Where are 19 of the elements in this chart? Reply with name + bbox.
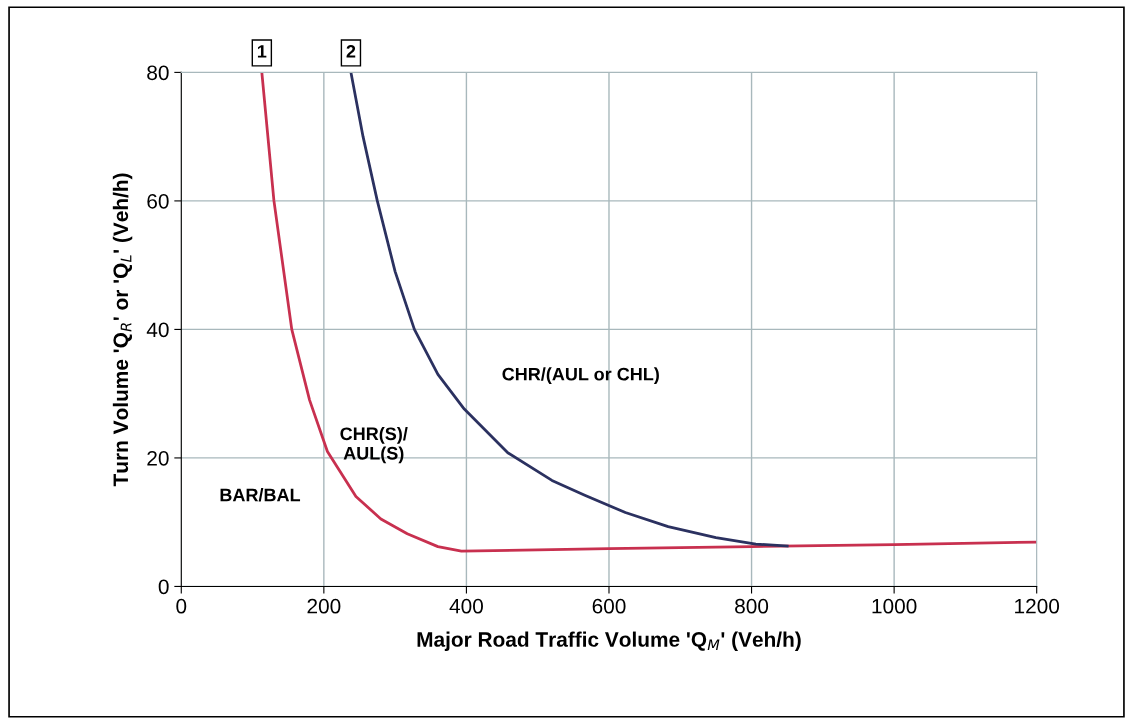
annotation: CHR/(AUL or CHL) xyxy=(502,367,659,385)
x-tick-label: 200 xyxy=(307,598,341,614)
y-tick-label: 20 xyxy=(147,450,169,466)
annotation: BAR/BAL xyxy=(220,488,301,502)
x-tick-label: 400 xyxy=(449,598,483,614)
annotation: 2 xyxy=(346,45,356,58)
x-tick-label: 800 xyxy=(735,598,769,614)
x-tick-label: 1200 xyxy=(1015,598,1060,614)
annotation: 1 xyxy=(257,45,267,58)
y-tick-label: 0 xyxy=(158,579,169,595)
annotation: CHR(S)/ AUL(S) xyxy=(340,426,408,464)
y-tick-label: 60 xyxy=(147,193,169,209)
x-tick-label: 600 xyxy=(592,598,626,614)
y-axis-title: Turn Volume 'Q$_{R}$' or 'Q$_{L}$' (Veh/h) xyxy=(112,173,133,487)
y-tick-label: 40 xyxy=(146,322,169,338)
y-tick-label: 80 xyxy=(147,65,169,81)
x-tick-label: 0 xyxy=(176,598,187,614)
x-axis-title: Major Road Traffic Volume 'Q$_{M}$' (Veh/h) xyxy=(417,631,801,651)
x-tick-label: 1000 xyxy=(872,598,917,614)
